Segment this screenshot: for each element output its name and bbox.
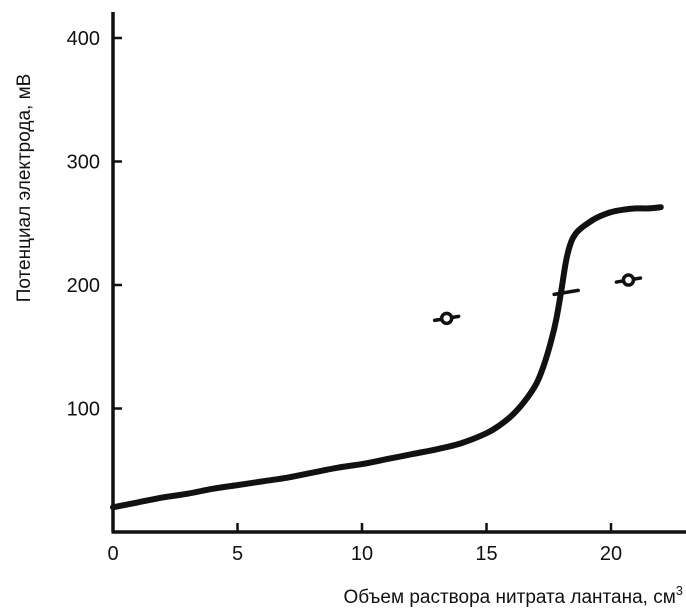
potential-curve xyxy=(110,204,664,511)
y-tick-label: 400 xyxy=(67,28,100,50)
circle-marker xyxy=(614,273,643,287)
markers xyxy=(432,273,643,326)
x-axis-title-superscript: 3 xyxy=(676,583,683,598)
x-tick-label: 10 xyxy=(351,543,373,565)
y-tick-label: 100 xyxy=(67,399,100,421)
y-axis-title: Потенциал электрода, мВ xyxy=(14,74,35,303)
dash-marker xyxy=(552,288,580,297)
x-axis-title: Объем раствора нитрата лантана, см3 xyxy=(344,583,683,608)
marker-circle xyxy=(621,273,636,287)
x-tick-label: 5 xyxy=(232,543,243,565)
marker-line xyxy=(552,288,580,297)
y-tick-label: 200 xyxy=(67,275,100,297)
axes xyxy=(111,12,686,534)
x-axis-title-text: Объем раствора нитрата лантана, см xyxy=(344,587,676,608)
y-tick-label: 300 xyxy=(67,152,100,174)
x-tick-label: 20 xyxy=(600,543,622,565)
marker-circle xyxy=(439,311,454,326)
curve-layer xyxy=(110,204,664,511)
ticks: 0 5 10 15 20 100 200 300 400 xyxy=(67,28,623,565)
x-tick-label: 15 xyxy=(475,543,497,565)
circle-marker xyxy=(432,311,461,326)
x-tick-label: 0 xyxy=(107,543,118,565)
